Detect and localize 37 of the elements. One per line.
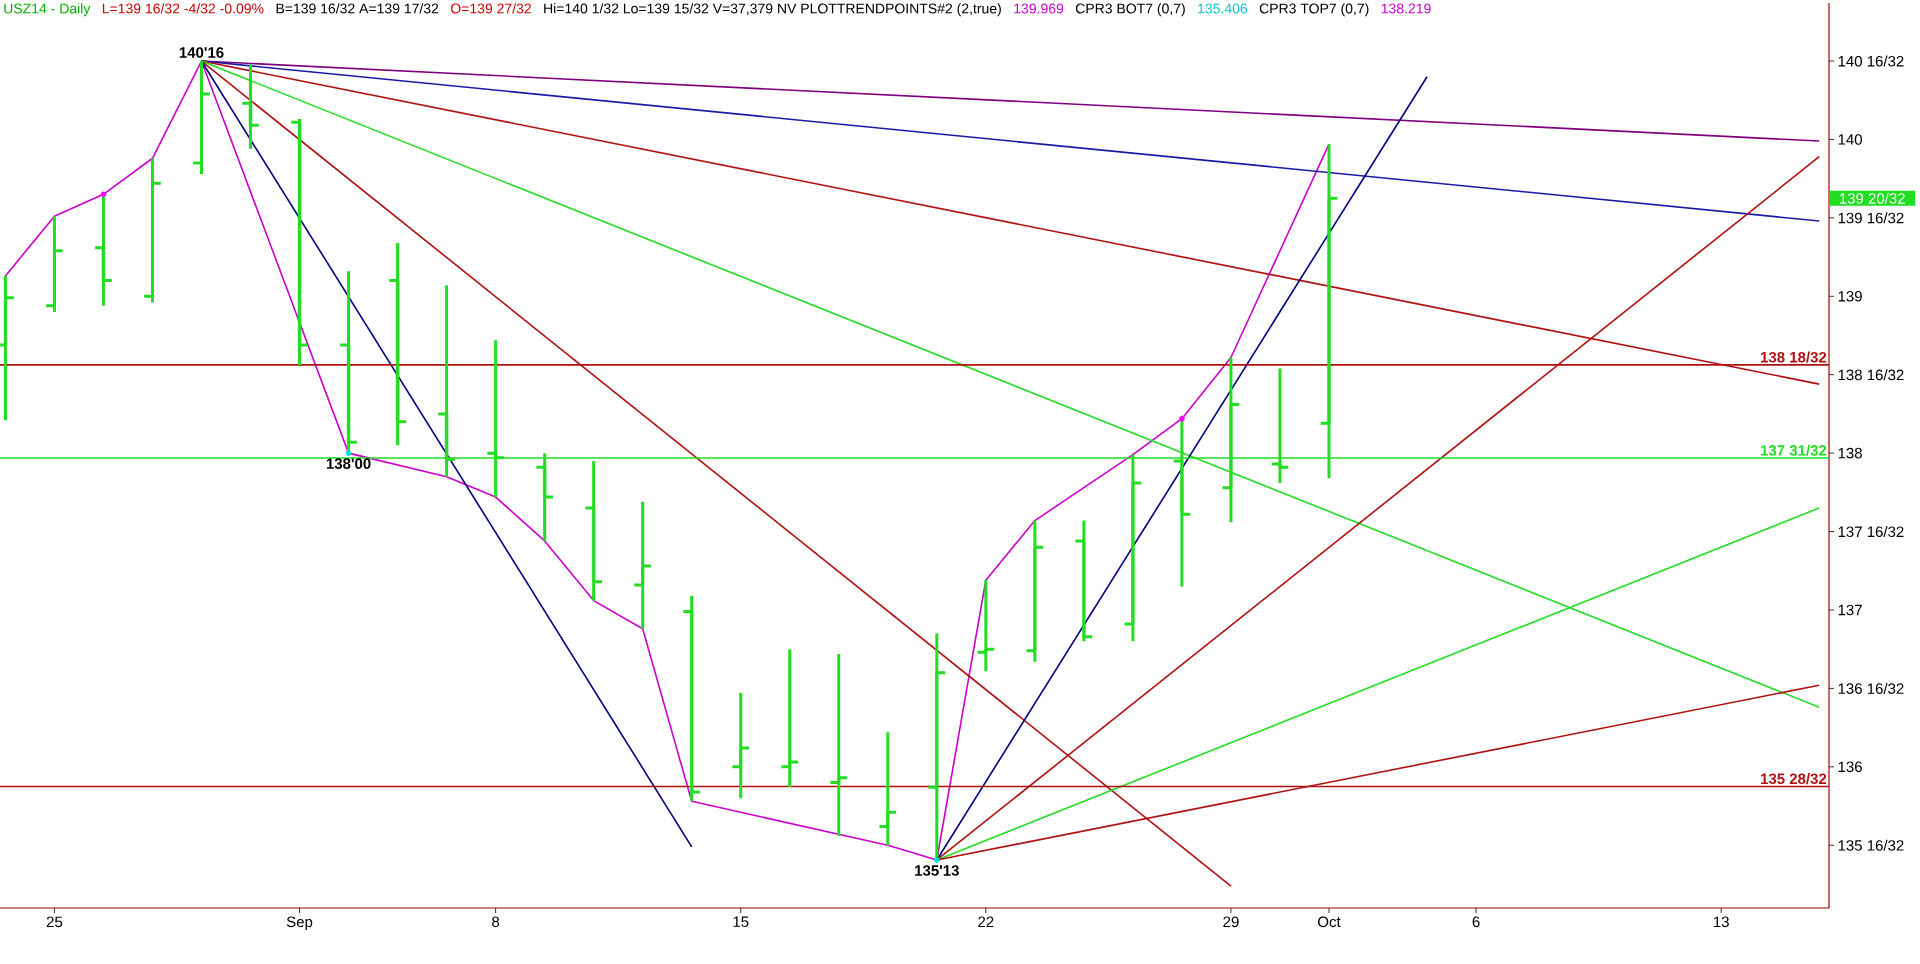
annotation: Hi=140 1/32 Lo=139 15/32 V=37,379 NV PLOTTRENDPOINTS#2 (2,true) xyxy=(544,3,1001,17)
y-tick-label: 137 16/32 xyxy=(1838,526,1904,538)
y-tick-label: 138 xyxy=(1838,447,1862,459)
annotation: 137 31/32 xyxy=(1761,444,1827,456)
text: 139 20/32 xyxy=(1839,192,1905,204)
y-tick-label: 140 16/32 xyxy=(1838,55,1904,67)
x-tick-label: 29 xyxy=(1223,916,1239,928)
x-tick-label: 8 xyxy=(492,916,500,928)
chart-title: USZ14 - Daily xyxy=(4,3,91,17)
annotation: 135.406 xyxy=(1198,3,1248,14)
y-tick-label: 139 16/32 xyxy=(1838,212,1904,224)
annotation: CPR3 TOP7 (0,7) xyxy=(1259,3,1369,17)
annotation: 138 18/32 xyxy=(1761,351,1827,363)
annotation: 139.969 xyxy=(1014,3,1064,14)
annotation: 138.219 xyxy=(1381,3,1431,14)
x-tick-label: Oct xyxy=(1318,916,1341,928)
annotation: 135 28/32 xyxy=(1761,773,1827,785)
y-tick-label: 135 16/32 xyxy=(1838,839,1904,851)
x-tick-label: 13 xyxy=(1713,916,1729,928)
x-tick-label: 15 xyxy=(733,916,749,927)
annotation: 135'13 xyxy=(915,865,959,876)
annotation: B=139 16/32 A=139 17/32 xyxy=(276,3,439,14)
y-tick-label: 140 xyxy=(1838,134,1862,145)
annotation: CPR3 BOT7 (0,7) xyxy=(1075,3,1185,17)
x-tick-label: 22 xyxy=(978,916,994,927)
y-tick-label: 139 xyxy=(1838,290,1862,302)
x-tick-label: Sep xyxy=(286,916,313,931)
y-tick-label: 136 16/32 xyxy=(1838,682,1904,694)
annotation: 138'00 xyxy=(326,458,371,469)
x-tick-label: 25 xyxy=(46,916,63,928)
y-tick-label: 137 xyxy=(1838,604,1862,616)
annotation: L=139 16/32 -4/32 -0.09% xyxy=(102,3,264,14)
y-tick-label: 138 16/32 xyxy=(1838,369,1904,381)
annotation: O=139 27/32 xyxy=(450,3,531,14)
y-tick-label: 136 xyxy=(1838,761,1862,773)
x-tick-label: 6 xyxy=(1472,916,1480,928)
annotation: 140'16 xyxy=(179,47,224,58)
